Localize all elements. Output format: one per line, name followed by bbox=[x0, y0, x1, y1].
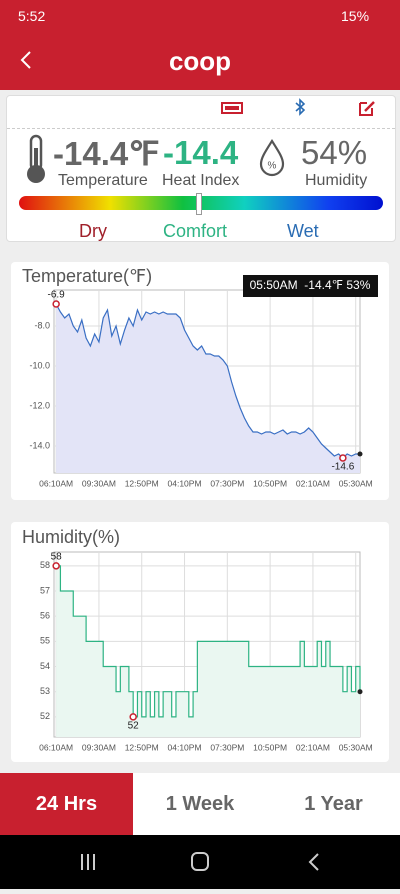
y-tick-label: 55 bbox=[40, 636, 50, 646]
thermometer-icon bbox=[27, 134, 45, 183]
y-tick-label: 53 bbox=[40, 686, 50, 696]
extreme-label: 52 bbox=[128, 721, 140, 732]
line bbox=[55, 303, 360, 459]
x-tick-label: 05:30AM bbox=[339, 478, 373, 488]
wet-label: Wet bbox=[287, 221, 319, 241]
temperature-label: Temperature bbox=[58, 172, 148, 189]
humidity-label: Humidity bbox=[305, 172, 368, 189]
status-battery: 15% bbox=[341, 8, 370, 24]
y-tick-label: 52 bbox=[40, 711, 50, 721]
x-tick-label: 02:10AM bbox=[296, 478, 330, 488]
end-point bbox=[357, 451, 363, 457]
summary-card: -14.4℉ -14.4 % 54% Temperature Heat Inde… bbox=[6, 95, 396, 242]
x-tick-label: 07:30PM bbox=[210, 742, 244, 752]
extreme-marker bbox=[52, 562, 60, 570]
humidity-icon: % bbox=[259, 138, 285, 177]
comfort-label: Comfort bbox=[163, 221, 228, 241]
extreme-marker bbox=[129, 713, 137, 721]
y-tick-label: 57 bbox=[40, 585, 50, 595]
nav-bar bbox=[0, 835, 400, 889]
y-tick-label: 56 bbox=[40, 611, 50, 621]
tab-1-week[interactable]: 1 Week bbox=[165, 793, 235, 815]
scale-knob bbox=[196, 193, 202, 215]
chart-title: Temperature(℉) bbox=[22, 266, 152, 286]
end-point bbox=[357, 689, 363, 695]
svg-text:%: % bbox=[268, 161, 277, 172]
tab-1-year[interactable]: 1 Year bbox=[304, 793, 363, 815]
heat-index-value: -14.4 bbox=[163, 134, 239, 171]
header: coop bbox=[0, 30, 400, 90]
status-time: 5:52 bbox=[18, 8, 46, 24]
x-tick-label: 10:50PM bbox=[253, 478, 287, 488]
back-button[interactable] bbox=[18, 50, 34, 70]
nav-buttons bbox=[81, 852, 319, 871]
battery-icon bbox=[221, 102, 243, 114]
y-tick-label: -14.0 bbox=[29, 440, 50, 450]
heat-index-label: Heat Index bbox=[162, 172, 240, 189]
dry-label: Dry bbox=[79, 221, 107, 241]
x-tick-label: 07:30PM bbox=[210, 478, 244, 488]
x-tick-label: 10:50PM bbox=[253, 742, 287, 752]
y-tick-label: -12.0 bbox=[29, 400, 50, 410]
x-tick-label: 06:10AM bbox=[39, 478, 73, 488]
extreme-label: -6.9 bbox=[48, 290, 66, 301]
x-tick-label: 12:50PM bbox=[125, 742, 159, 752]
extreme-label: -14.6 bbox=[331, 462, 354, 473]
area bbox=[56, 565, 360, 737]
extreme-label: 58 bbox=[51, 551, 63, 562]
extreme-marker bbox=[52, 300, 60, 308]
y-tick-label: 58 bbox=[40, 560, 50, 570]
area bbox=[56, 304, 360, 473]
y-tick-label: -8.0 bbox=[34, 320, 50, 330]
x-tick-label: 06:10AM bbox=[39, 742, 73, 752]
x-tick-label: 04:10PM bbox=[168, 478, 202, 488]
x-tick-label: 05:30AM bbox=[339, 742, 373, 752]
icon-row bbox=[7, 96, 395, 129]
x-tick-label: 02:10AM bbox=[296, 742, 330, 752]
humidity-value: 54% bbox=[301, 134, 368, 171]
y-tick-label: 54 bbox=[40, 661, 50, 671]
x-tick-label: 09:30AM bbox=[82, 478, 116, 488]
extreme-marker bbox=[339, 454, 347, 462]
status-bar: 5:52 15% bbox=[0, 0, 400, 30]
bluetooth-icon bbox=[295, 98, 306, 116]
temperature-value: -14.4℉ bbox=[53, 135, 160, 172]
tooltip-text: 05:50AM -14.4℉ 53% bbox=[250, 278, 371, 292]
tab-24-hrs[interactable]: 24 Hrs bbox=[0, 773, 133, 835]
header-title: coop bbox=[168, 46, 232, 76]
tooltip-box bbox=[243, 275, 378, 297]
tab-bar: 24 Hrs 1 Week 1 Year bbox=[0, 773, 400, 835]
x-tick-label: 12:50PM bbox=[125, 478, 159, 488]
line bbox=[56, 565, 361, 718]
x-tick-label: 09:30AM bbox=[82, 742, 116, 752]
chart-title: Humidity(%) bbox=[22, 527, 120, 547]
edit-icon[interactable] bbox=[357, 98, 377, 118]
x-tick-label: 04:10PM bbox=[168, 742, 202, 752]
y-tick-label: -10.0 bbox=[29, 360, 50, 370]
